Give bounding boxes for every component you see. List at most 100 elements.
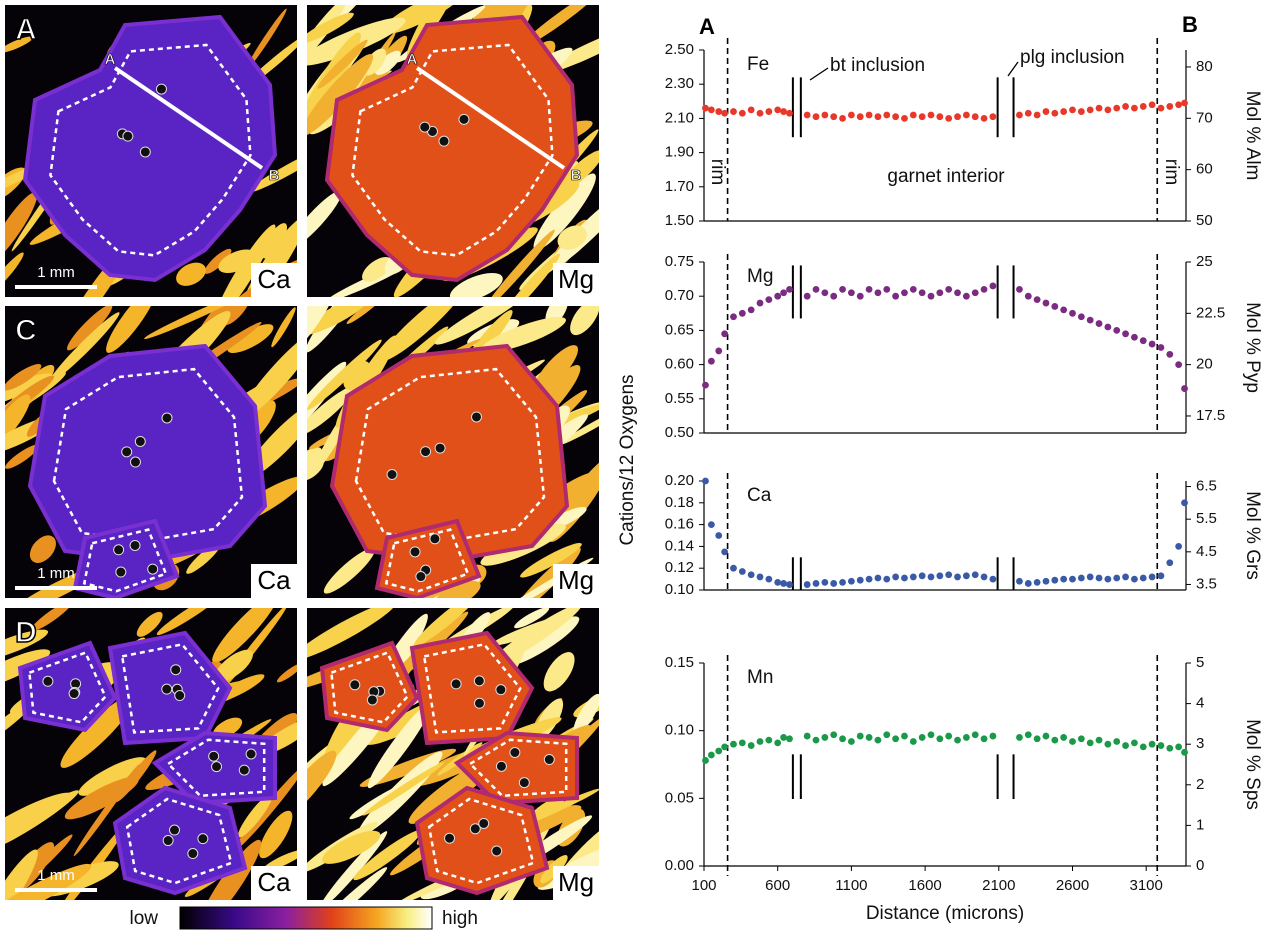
y-axis-label: Cations/12 Oxygens — [617, 374, 638, 545]
data-point — [909, 111, 917, 119]
data-point — [901, 115, 908, 122]
matrix-grain — [307, 53, 374, 136]
y-tick-label: 0.75 — [665, 253, 694, 270]
data-point — [765, 108, 773, 115]
data-point — [812, 285, 820, 293]
core-outline — [82, 528, 168, 593]
matrix-grain — [346, 306, 386, 325]
matrix-grain — [245, 8, 287, 71]
core-outline — [125, 797, 233, 885]
element-label: Ca — [257, 565, 291, 595]
data-point — [971, 113, 979, 121]
data-point — [954, 573, 961, 581]
colorbar-high: high — [442, 908, 478, 929]
y-tick-label: 1.50 — [665, 212, 694, 229]
element-label: Mg — [558, 264, 594, 294]
matrix-grain — [432, 580, 481, 598]
matrix-grain — [106, 306, 157, 353]
matrix-grain — [480, 317, 566, 353]
data-point — [1051, 576, 1059, 584]
core-outline — [28, 651, 107, 724]
analysis-spot — [187, 848, 199, 860]
x-tick-label: 100 — [691, 877, 716, 894]
data-point — [821, 289, 829, 297]
data-point — [1122, 573, 1129, 581]
data-point — [927, 292, 935, 300]
matrix-grain — [540, 24, 599, 75]
data-point — [1024, 580, 1032, 587]
data-point — [1086, 573, 1094, 581]
element-map — [5, 608, 297, 900]
matrix-grain — [5, 790, 79, 849]
data-point — [945, 571, 953, 579]
element-box — [553, 564, 599, 598]
data-point — [1148, 101, 1156, 109]
data-point — [1139, 743, 1147, 751]
element-label: Mn — [747, 667, 773, 688]
data-point — [707, 521, 715, 528]
data-point — [856, 732, 864, 740]
data-point — [803, 581, 811, 588]
matrix-grain — [262, 849, 297, 872]
matrix-grain — [5, 373, 53, 412]
matrix-grain — [5, 444, 40, 469]
matrix-grain — [520, 5, 599, 48]
data-point — [971, 571, 979, 579]
data-point — [1181, 99, 1188, 107]
data-point — [707, 106, 715, 114]
y2-tick-label: 17.5 — [1196, 407, 1225, 424]
element-box — [553, 263, 599, 297]
matrix-grain — [214, 649, 253, 682]
y2-tick-label: 6.5 — [1196, 478, 1217, 495]
data-point — [865, 575, 873, 583]
data-point — [1077, 108, 1085, 115]
data-point — [865, 285, 873, 293]
data-point — [756, 738, 764, 745]
analysis-spot — [434, 442, 446, 454]
data-point — [1042, 299, 1050, 307]
data-point — [918, 289, 926, 297]
data-point — [839, 735, 846, 743]
matrix-grain — [5, 364, 42, 391]
matrix-grain — [374, 50, 401, 75]
analysis-spot — [129, 539, 141, 551]
y2-tick-label: 22.5 — [1196, 304, 1225, 321]
y2-tick-label: 70 — [1196, 109, 1213, 126]
y-tick-label: 0.10 — [665, 581, 694, 598]
data-point — [1181, 499, 1188, 507]
data-point — [848, 738, 855, 745]
data-point — [909, 573, 917, 581]
data-point — [883, 575, 891, 583]
data-point — [892, 735, 900, 743]
matrix-grain — [362, 762, 444, 816]
data-point — [883, 111, 891, 119]
data-point — [927, 731, 935, 739]
data-point — [839, 285, 846, 293]
analysis-spot — [543, 754, 555, 766]
data-point — [1131, 333, 1138, 341]
data-point — [1148, 740, 1156, 748]
analysis-spot — [161, 412, 173, 424]
data-point — [756, 573, 764, 581]
data-point — [865, 734, 873, 741]
y-tick-label: 0.70 — [665, 287, 694, 304]
profile-line — [415, 66, 566, 170]
analysis-spot — [495, 760, 507, 772]
y-tick-label: 0.15 — [665, 654, 694, 671]
data-point — [1086, 316, 1094, 324]
data-point — [856, 113, 864, 121]
data-point — [901, 574, 908, 582]
matrix-grain — [449, 272, 503, 297]
leader — [809, 67, 829, 81]
analysis-spot — [420, 446, 432, 458]
data-point — [839, 578, 846, 586]
data-point — [962, 572, 970, 580]
scale-label: 1 mm — [37, 867, 75, 884]
data-point — [786, 735, 793, 743]
data-point — [936, 735, 944, 743]
data-point — [892, 573, 900, 581]
analysis-spot — [169, 824, 181, 836]
data-point — [721, 109, 729, 117]
data-point — [786, 581, 793, 588]
